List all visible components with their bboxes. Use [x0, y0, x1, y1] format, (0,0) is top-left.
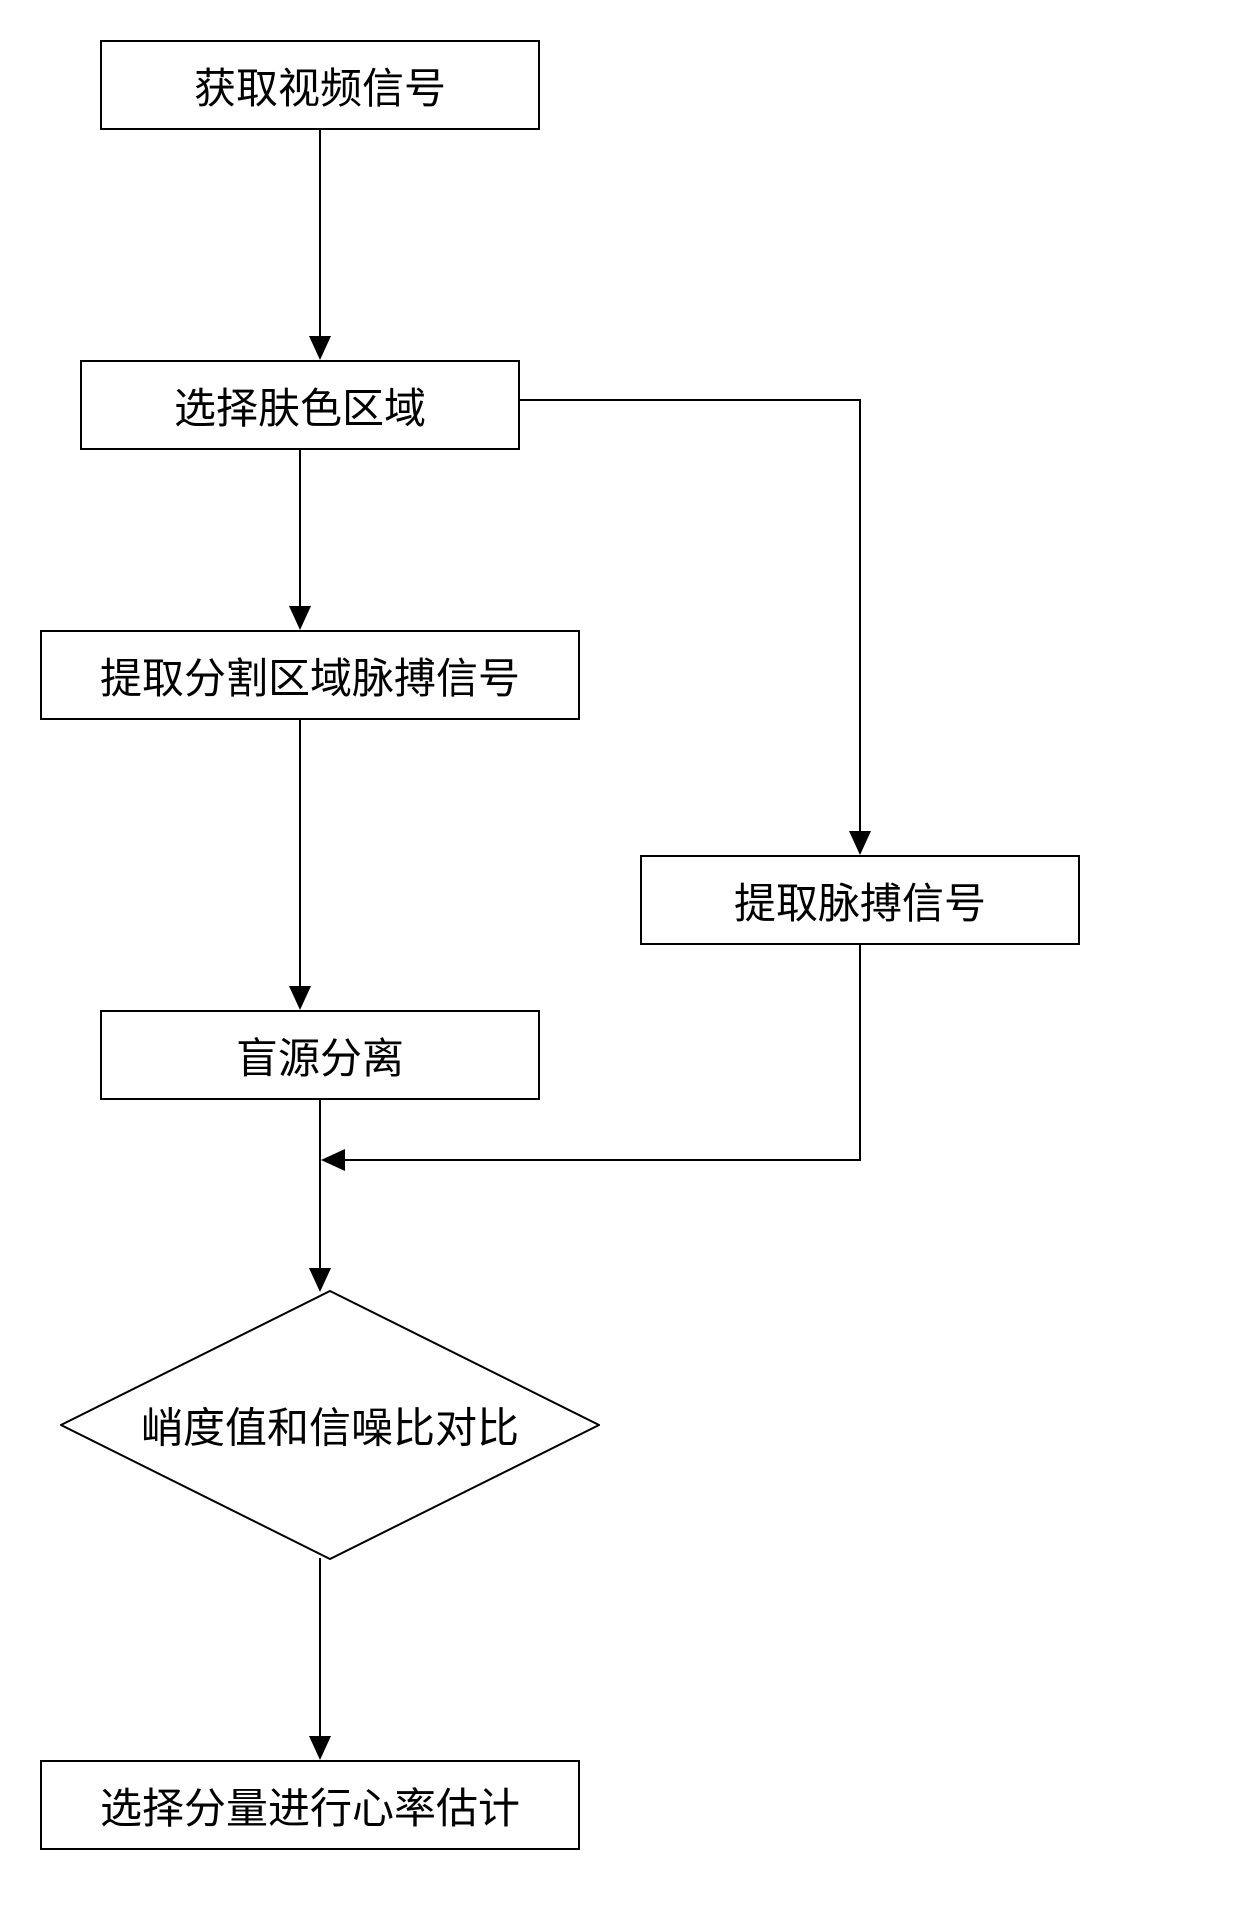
flowchart-canvas: 获取视频信号选择肤色区域提取分割区域脉搏信号提取脉搏信号盲源分离峭度值和信噪比对…	[0, 0, 1240, 1920]
flow-edges	[0, 0, 1240, 1920]
